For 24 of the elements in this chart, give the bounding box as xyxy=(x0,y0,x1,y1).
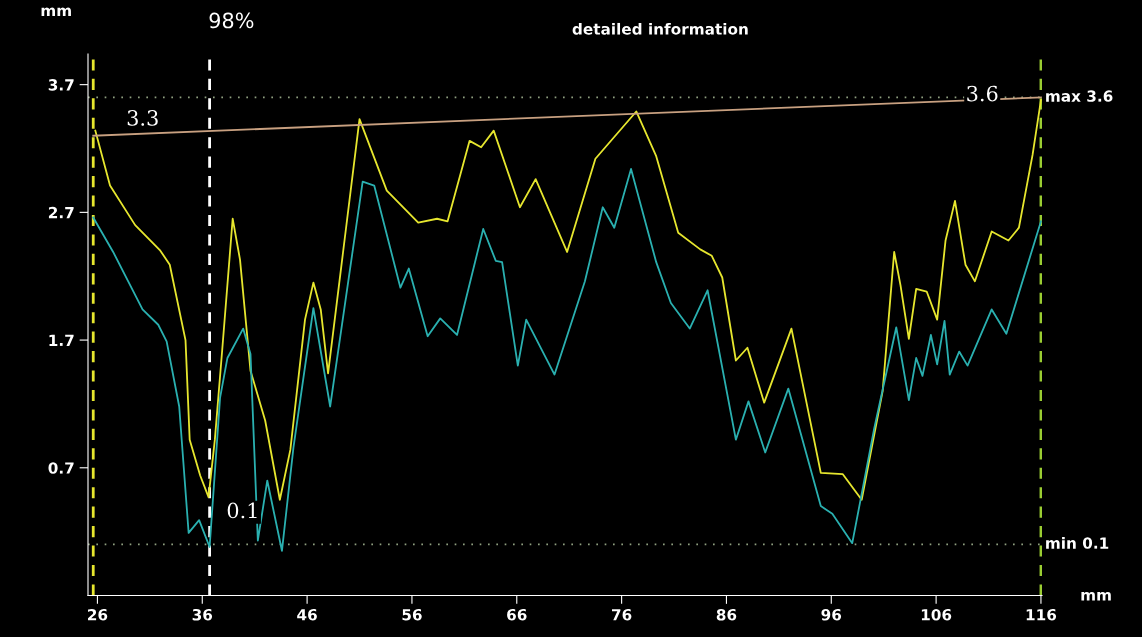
y-tick-label: 3.7 xyxy=(48,79,74,91)
x-tick-label: 106 xyxy=(921,608,952,621)
x-tick-label: 66 xyxy=(507,608,527,621)
y-tick-label: 2.7 xyxy=(48,206,74,219)
line-series xyxy=(92,168,1042,552)
x-tick-label: 86 xyxy=(716,608,737,621)
x-tick-label: 96 xyxy=(821,608,842,621)
chart-title: detailed information xyxy=(572,22,748,35)
x-axis-title: mm xyxy=(1081,591,1111,601)
y-tick-label: 0.7 xyxy=(48,462,74,474)
y-tick-label: 1.7 xyxy=(49,334,74,346)
x-tick-label: 116 xyxy=(1026,608,1057,621)
x-tick-label: 46 xyxy=(297,608,317,621)
ref-line-label: max 3.6 xyxy=(1046,90,1113,102)
x-tick-label: 36 xyxy=(192,608,213,621)
x-tick-label: 56 xyxy=(402,608,422,621)
ref-line-label: min 0.1 xyxy=(1046,537,1109,549)
annotation: 0.1 xyxy=(227,502,257,519)
y-axis-title: mm xyxy=(41,7,71,17)
x-tick-label: 26 xyxy=(88,608,108,621)
text: 98% xyxy=(209,12,254,29)
annotation: 3.3 xyxy=(127,110,158,126)
x-tick-label: 76 xyxy=(612,608,632,621)
annotation: 3.6 xyxy=(967,85,998,102)
